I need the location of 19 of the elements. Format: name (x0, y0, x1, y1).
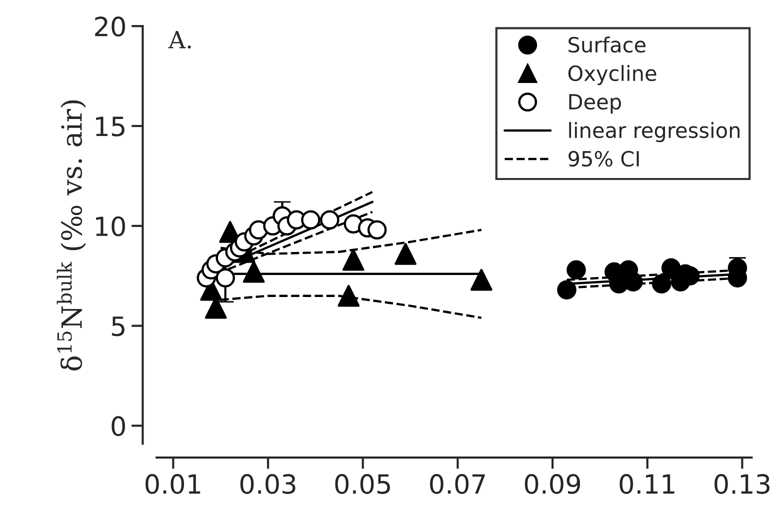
x-tick-label: 0.09 (524, 474, 580, 494)
x-tick-label: 0.01 (146, 474, 200, 494)
legend-label: linear regression (569, 122, 740, 142)
y-tick-label: 5 (112, 316, 124, 336)
legend-label: 95% CI (568, 150, 639, 167)
legend-label: Surface (568, 36, 646, 53)
y-axis-title: δ$^{15}$N$^{bulk}$ (‰ vs. air) (56, 100, 86, 370)
x-tick-label: 0.07 (430, 474, 485, 494)
legend-label: Deep (569, 94, 621, 114)
y-tick-label: 20 (95, 16, 125, 36)
x-tick-label: 0.03 (240, 474, 296, 494)
annotation: A. (168, 31, 191, 49)
legend-label: Oxycline (568, 65, 656, 86)
x-tick-label: 0.13 (714, 474, 770, 494)
y-tick-label: 15 (96, 116, 124, 136)
y-tick-label: 0 (112, 416, 125, 436)
y-tick-label: 10 (96, 216, 125, 236)
x-tick-label: 0.05 (335, 474, 390, 494)
x-tick-label: 0.11 (620, 474, 674, 494)
